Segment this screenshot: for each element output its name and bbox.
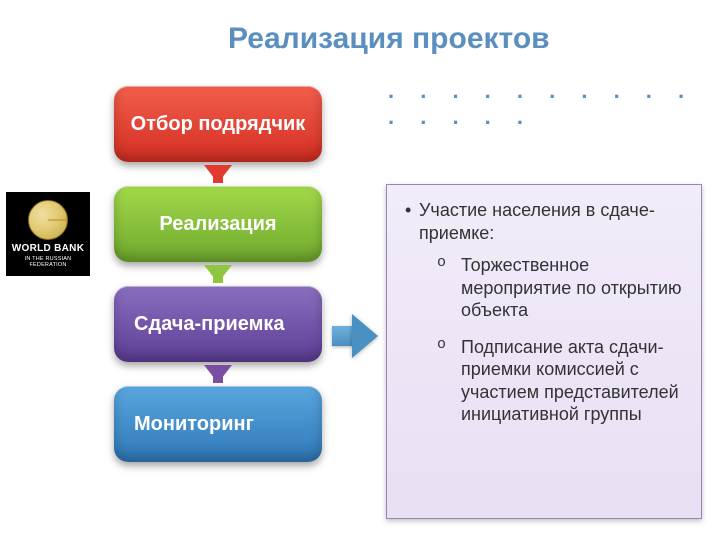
panel-item: Подписание акта сдачи- приемки комиссией… (433, 336, 685, 426)
arrow-down-icon (204, 365, 232, 383)
arrow-right-icon (332, 314, 378, 358)
detail-panel: Участие населения в сдаче-приемке: Торже… (386, 184, 702, 519)
org-logo: WORLD BANK IN THE RUSSIAN FEDERATION (6, 192, 92, 276)
arrow-down-icon (204, 165, 232, 183)
logo-text-sub: IN THE RUSSIAN FEDERATION (10, 256, 86, 268)
flow-box-selection: Отбор подрядчик (114, 86, 322, 162)
slide-title: Реализация проектов (228, 20, 550, 58)
process-flow: Отбор подрядчик Реализация Сдача-приемка… (108, 86, 328, 462)
arrow-down-icon (204, 265, 232, 283)
globe-icon (28, 200, 68, 240)
logo-text-main: WORLD BANK (12, 244, 84, 254)
decorative-dots: . . . . . . . . . . . . . . . (388, 78, 720, 130)
panel-item: Торжественное мероприятие по открытию об… (433, 254, 685, 322)
flow-box-implementation: Реализация (114, 186, 322, 262)
flow-box-acceptance: Сдача-приемка (114, 286, 322, 362)
panel-lead: Участие населения в сдаче-приемке: (419, 200, 655, 243)
flow-box-monitoring: Мониторинг (114, 386, 322, 462)
